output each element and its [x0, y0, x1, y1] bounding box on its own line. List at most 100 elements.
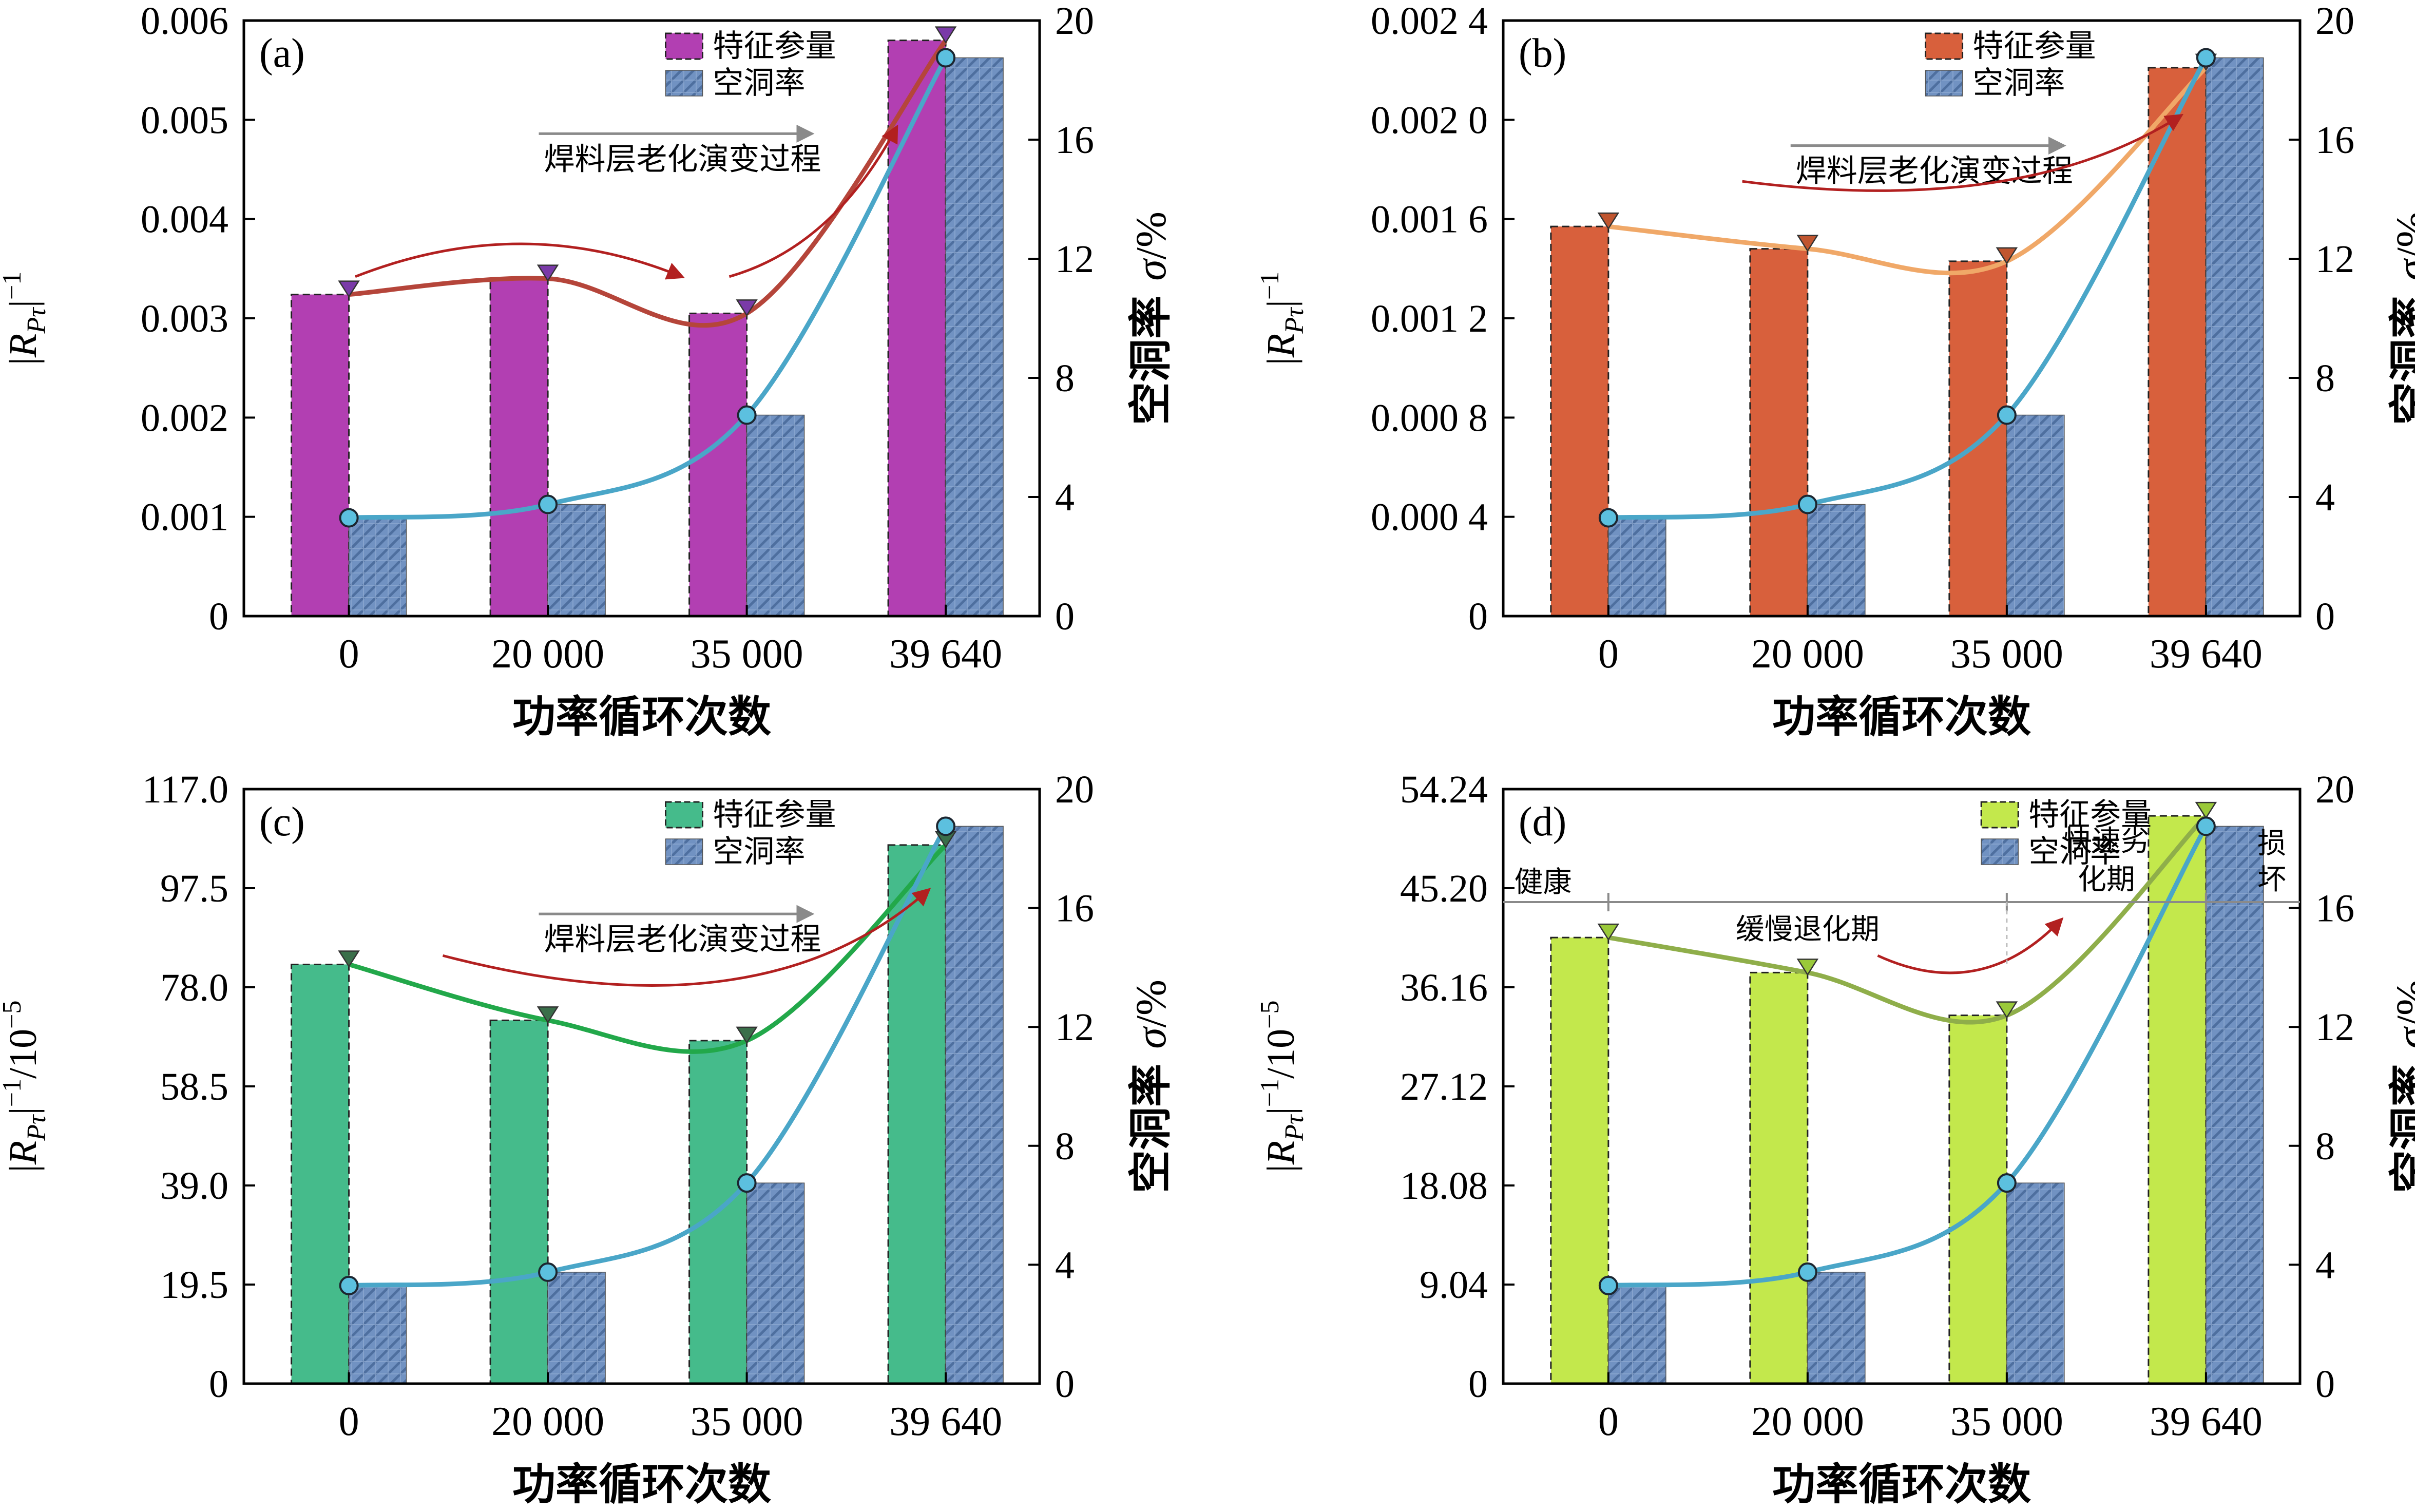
void-bar: [547, 504, 606, 617]
y2-tick-label: 0: [2315, 1363, 2335, 1406]
feature-bar: [2148, 815, 2207, 1385]
feature-bar: [688, 312, 748, 617]
y2-tick-label: 8: [1055, 357, 1075, 400]
feature-marker: [536, 1006, 559, 1024]
y-tick-label: 117.0: [142, 768, 228, 811]
y2-tick-label: 0: [1055, 595, 1075, 638]
legend-void-label: 空洞率: [713, 65, 806, 101]
feature-marker: [1597, 212, 1620, 230]
y-axis-title: |RPτ|−1/10−5: [1255, 1000, 1309, 1172]
y2-tick-label: 16: [1055, 887, 1094, 930]
panel-label: (b): [1519, 31, 1566, 76]
stage-label: 坏: [2257, 863, 2286, 896]
void-bar: [2206, 57, 2264, 617]
void-marker: [737, 1173, 757, 1193]
void-marker: [538, 1262, 558, 1282]
y2-tick-label: 20: [2315, 0, 2354, 43]
void-marker: [1997, 1173, 2017, 1193]
trend-arrow: [442, 888, 931, 987]
y2-tick-label: 20: [1055, 0, 1094, 43]
y-tick-label: 0.001 6: [1371, 198, 1488, 241]
feature-curve: [1608, 814, 2208, 1025]
legend-void-label: 空洞率: [1973, 65, 2065, 101]
y2-tick-label: 0: [1055, 1363, 1075, 1406]
legend-void-swatch: [665, 70, 703, 97]
x-tick-label: 39 640: [889, 631, 1002, 677]
void-bar: [2206, 826, 2264, 1384]
void-marker: [1997, 405, 2017, 425]
void-marker: [1797, 1262, 1817, 1282]
legend-void-label: 空洞率: [2028, 834, 2121, 870]
feature-marker: [536, 264, 559, 282]
y-tick-label: 18.08: [1400, 1164, 1488, 1208]
x-tick-label: 20 000: [1751, 631, 1864, 677]
x-axis-title: 功率循环次数: [1772, 692, 2031, 742]
y-tick-label: 0.001: [141, 496, 228, 539]
process-label: 焊料层老化演变过程: [1796, 154, 2073, 189]
void-marker: [1797, 494, 1817, 514]
feature-marker: [1796, 959, 1819, 976]
void-marker: [2196, 816, 2216, 836]
x-tick-label: 35 000: [1950, 631, 2063, 677]
panel-label: (a): [259, 31, 305, 76]
y-tick-label: 97.5: [160, 867, 228, 910]
process-label: 焊料层老化演变过程: [544, 141, 821, 177]
legend-feature-swatch: [1925, 32, 1964, 60]
void-bar: [945, 57, 1004, 617]
y2-tick-label: 16: [2315, 887, 2354, 930]
feature-bar: [1749, 971, 1809, 1385]
y-tick-label: 19.5: [160, 1264, 228, 1307]
chart-panel-2: 0 19.5 39.0 58.5 78.0 97.5 117.0 0 4 8 12 16 20 0 20 0…: [0, 768, 1176, 1509]
legend-void-swatch: [665, 838, 703, 865]
y2-axis-title: 空洞率 σ/%: [1125, 980, 1176, 1193]
legend-feature-label: 特征参量: [713, 28, 836, 64]
void-marker: [1598, 508, 1618, 528]
y-axis-title: |RPτ|−1: [0, 272, 51, 366]
panel-label: (d): [1519, 799, 1566, 845]
void-bar: [746, 1182, 805, 1384]
x-tick-label: 39 640: [2150, 631, 2263, 677]
void-marker: [538, 494, 558, 514]
x-tick-label: 0: [1598, 631, 1619, 677]
legend-void-label: 空洞率: [713, 834, 806, 870]
void-curve: [1608, 56, 2208, 521]
x-tick-label: 35 000: [691, 631, 803, 677]
feature-marker: [736, 299, 758, 317]
y2-tick-label: 16: [2315, 119, 2354, 162]
y-tick-label: 45.20: [1400, 867, 1488, 910]
y2-tick-label: 8: [2315, 1125, 2335, 1168]
feature-marker: [338, 280, 360, 298]
y2-tick-label: 12: [1055, 1006, 1094, 1049]
feature-bar: [291, 294, 350, 617]
stage-label: 缓慢退化期: [1736, 913, 1880, 946]
feature-bar: [887, 40, 947, 617]
y-tick-label: 0.002: [141, 396, 228, 439]
y2-tick-label: 12: [2315, 238, 2354, 281]
void-marker: [936, 48, 956, 68]
y-tick-label: 0: [209, 1363, 228, 1406]
y2-tick-label: 20: [2315, 768, 2354, 811]
stage-label: 快速劣: [2063, 825, 2150, 858]
stage-label: 化期: [2078, 863, 2135, 896]
trend-arrow: [355, 242, 685, 280]
y-tick-label: 0: [209, 595, 228, 638]
feature-bar: [1749, 248, 1809, 617]
y-tick-label: 0.005: [141, 99, 228, 142]
y-tick-label: 54.24: [1400, 768, 1488, 811]
x-tick-label: 20 000: [1751, 1399, 1864, 1444]
void-bar: [1608, 517, 1666, 617]
x-tick-label: 0: [339, 1399, 359, 1444]
feature-marker: [1996, 247, 2018, 265]
y2-tick-label: 12: [1055, 238, 1094, 281]
x-tick-label: 0: [1598, 1399, 1619, 1444]
legend-void-swatch: [1925, 70, 1963, 97]
y-tick-label: 0.000 4: [1371, 496, 1488, 539]
void-bar: [1608, 1285, 1666, 1384]
legend-feature-swatch: [665, 801, 703, 829]
y2-tick-label: 12: [2315, 1006, 2354, 1049]
void-marker: [737, 405, 757, 425]
void-bar: [1807, 1272, 1866, 1384]
x-tick-label: 39 640: [889, 1399, 1002, 1444]
void-bar: [348, 1285, 407, 1384]
y-tick-label: 0.001 2: [1371, 297, 1488, 340]
